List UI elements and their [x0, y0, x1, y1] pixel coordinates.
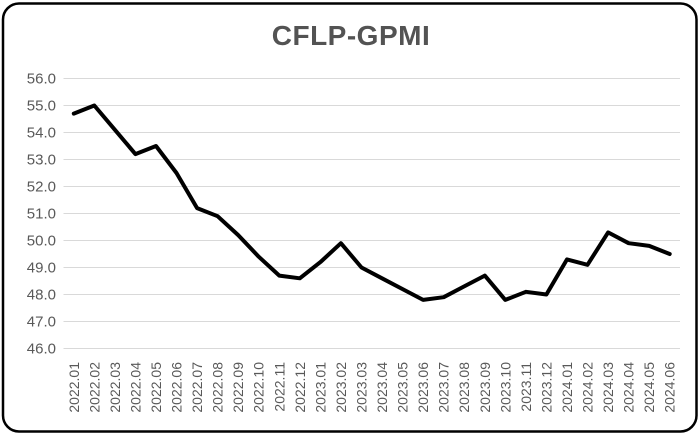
- x-axis-tick-label: 2023.11: [518, 362, 534, 412]
- y-axis-tick-label: 49.0: [27, 260, 56, 277]
- x-axis-tick-label: 2024.04: [621, 362, 637, 413]
- x-axis-tick-label: 2022.09: [230, 362, 246, 413]
- x-axis-tick-label: 2023.09: [477, 362, 493, 413]
- x-axis-tick-label: 2024.03: [600, 362, 616, 413]
- x-axis-tick-label: 2024.02: [580, 362, 596, 413]
- x-axis-tick-label: 2022.08: [210, 362, 226, 413]
- x-axis-tick-label: 2023.02: [333, 362, 349, 413]
- x-axis-tick-label: 2023.03: [353, 362, 369, 413]
- y-axis-tick-label: 47.0: [27, 314, 56, 331]
- chart-title: CFLP-GPMI: [272, 20, 431, 51]
- y-axis-tick-label: 54.0: [27, 125, 56, 142]
- y-axis-labels: 56.0 55.0 54.0 53.0 52.0 51.0 50.0 49.0 48.0 47.0…: [27, 71, 56, 358]
- y-axis-tick-label: 53.0: [27, 152, 56, 169]
- x-axis-tick-label: 2023.08: [456, 362, 472, 413]
- card-border: [1, 2, 698, 433]
- y-axis-tick-label: 51.0: [27, 206, 56, 223]
- y-axis-tick-label: 52.0: [27, 179, 56, 196]
- x-axis-tick-label: 2023.06: [415, 362, 431, 413]
- x-axis-tick-label: 2023.07: [436, 362, 452, 413]
- x-axis-tick-label: 2022.02: [86, 362, 102, 413]
- series-line: [71, 103, 672, 302]
- y-axis-tick-label: 46.0: [27, 341, 56, 358]
- y-axis-tick-label: 50.0: [27, 233, 56, 250]
- x-axis-tick-label: 2023.12: [538, 362, 554, 413]
- y-axis-tick-label: 48.0: [27, 287, 56, 304]
- x-axis-tick-label: 2023.01: [312, 362, 328, 413]
- x-axis-tick-label: 2024.06: [662, 362, 678, 413]
- x-axis-labels: 2022.01 2022.02 2022.03 2022.04 2022.05 2022.…: [66, 362, 678, 413]
- x-axis-tick-label: 2022.05: [148, 362, 164, 413]
- y-axis-tick-label: 56.0: [27, 71, 56, 88]
- x-axis-tick-label: 2022.07: [189, 362, 205, 413]
- x-axis-tick-label: 2023.05: [395, 362, 411, 413]
- y-gridlines: [63, 78, 680, 349]
- x-axis-tick-label: 2022.03: [107, 362, 123, 413]
- x-axis-tick-label: 2023.04: [374, 362, 390, 413]
- x-axis-tick-label: 2024.01: [559, 362, 575, 413]
- x-axis-tick-label: 2022.11: [271, 362, 287, 412]
- x-axis-tick-label: 2022.04: [127, 362, 143, 413]
- x-axis-tick-label: 2023.10: [497, 362, 513, 413]
- x-axis-tick-label: 2024.05: [641, 362, 657, 413]
- x-axis-tick-label: 2022.06: [169, 362, 185, 413]
- y-axis-tick-label: 55.0: [27, 98, 56, 115]
- x-axis-tick-label: 2022.01: [66, 362, 82, 413]
- x-axis-tick-label: 2022.12: [292, 362, 308, 413]
- x-axis-tick-label: 2022.10: [251, 362, 267, 413]
